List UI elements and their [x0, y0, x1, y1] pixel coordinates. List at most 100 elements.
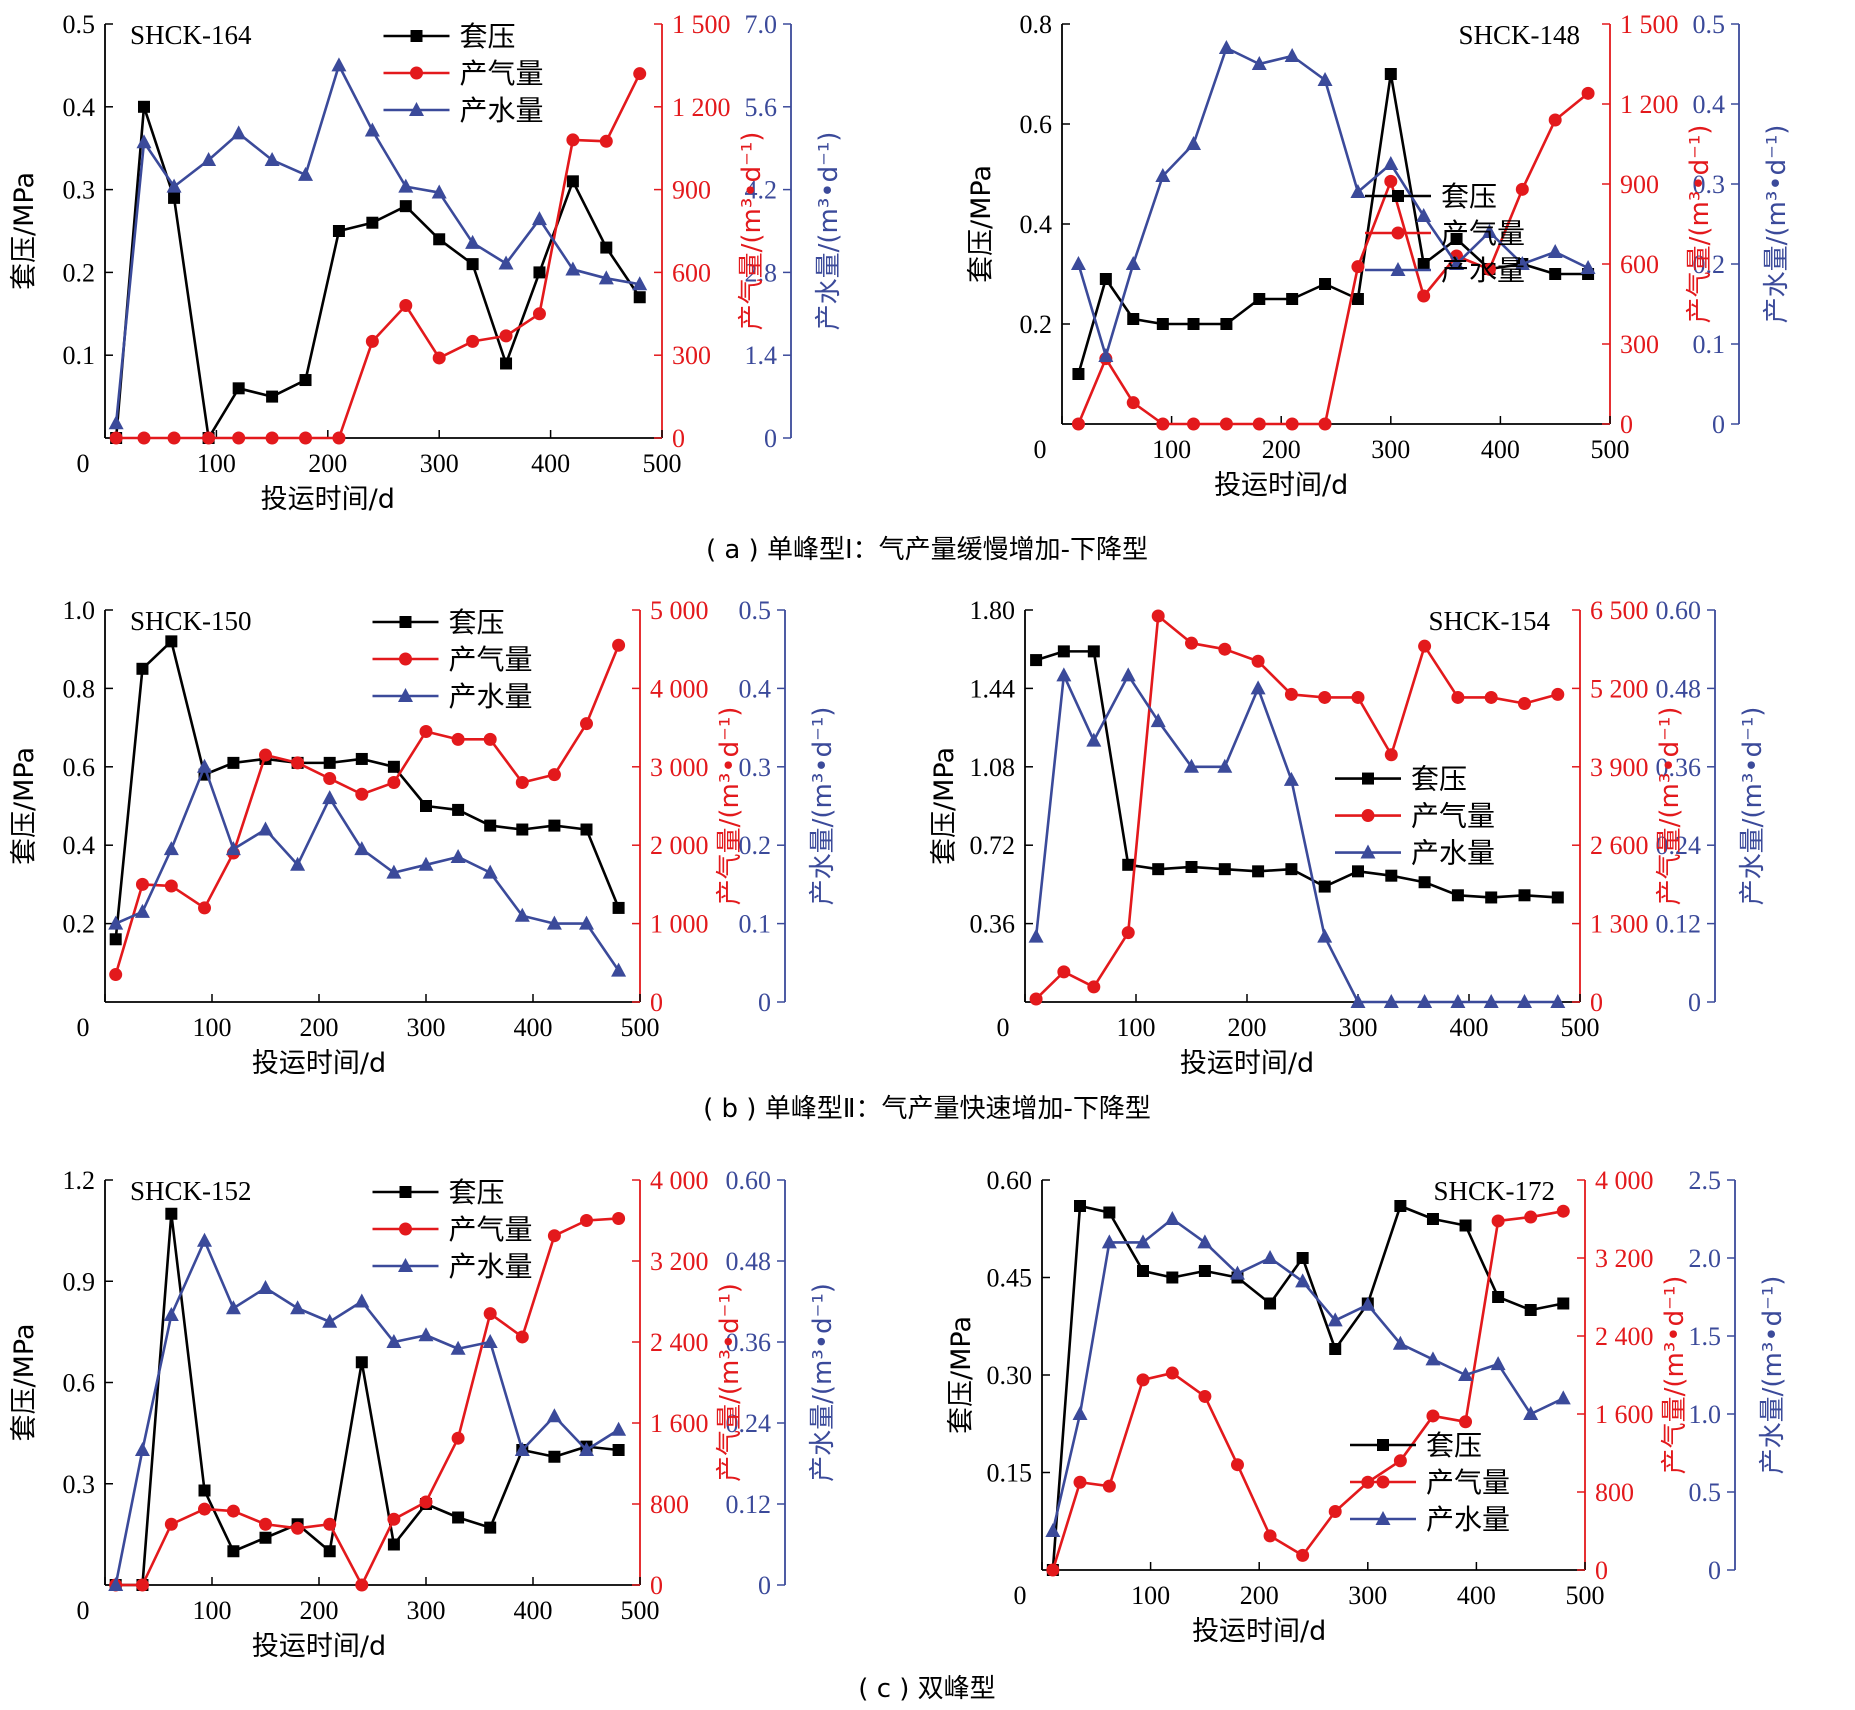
data-point-2 — [134, 1442, 150, 1456]
data-point-2 — [1251, 56, 1267, 70]
data-point-0 — [1220, 318, 1233, 330]
legend-label: 套压 — [449, 1176, 505, 1209]
data-point-2 — [1383, 994, 1399, 1008]
y2-tick-label: 1 500 — [672, 10, 731, 39]
data-point-0 — [227, 1545, 240, 1558]
data-point-0 — [1166, 1271, 1179, 1284]
x-tick-label: 100 — [1152, 435, 1191, 464]
y2-tick-label: 3 200 — [1595, 1244, 1654, 1273]
y2-tick-label: 5 000 — [650, 596, 709, 625]
data-point-0 — [1087, 645, 1100, 658]
data-point-1 — [1219, 417, 1233, 431]
y3-tick-label: 0 — [1712, 410, 1725, 439]
data-point-2 — [1101, 1234, 1117, 1249]
data-point-2 — [482, 864, 498, 879]
x-tick-label: 300 — [407, 1596, 446, 1625]
data-point-1 — [599, 134, 613, 148]
data-point-0 — [1187, 318, 1200, 330]
data-point-0 — [323, 756, 336, 769]
data-point-1 — [1351, 690, 1365, 704]
series-line-2 — [114, 64, 640, 424]
y3-tick-label: 0 — [764, 424, 777, 453]
data-point-1 — [1198, 1389, 1212, 1403]
data-point-0 — [466, 258, 479, 271]
data-point-1 — [466, 334, 480, 348]
data-point-1 — [1136, 1373, 1150, 1387]
data-point-0 — [452, 803, 465, 816]
data-point-0 — [1384, 68, 1397, 80]
y-tick-label: 0.8 — [1020, 10, 1053, 39]
legend-marker-1 — [1391, 226, 1405, 240]
legend-marker-1 — [1361, 809, 1375, 823]
y-tick-label: 0.2 — [63, 258, 96, 287]
y-tick-label: 1.0 — [63, 596, 96, 625]
data-point-2 — [398, 178, 414, 193]
data-point-0 — [1557, 1297, 1570, 1310]
data-point-0 — [484, 819, 497, 832]
data-point-1 — [198, 1502, 212, 1516]
data-point-2 — [354, 841, 370, 856]
data-point-1 — [299, 431, 313, 445]
y-tick-label: 0.9 — [63, 1267, 96, 1296]
data-point-1 — [1426, 1409, 1440, 1423]
y3-tick-label: 0.12 — [726, 1490, 772, 1519]
data-point-0 — [1459, 1219, 1472, 1232]
data-point-2 — [1417, 994, 1433, 1008]
data-point-1 — [291, 1521, 305, 1535]
y-axis-label: 套压/MPa — [9, 1323, 40, 1441]
y2-tick-label: 1 600 — [1595, 1400, 1654, 1429]
data-point-1 — [1418, 639, 1432, 653]
data-point-1 — [612, 638, 626, 652]
data-point-2 — [1523, 1406, 1539, 1420]
legend-marker-2 — [1375, 1511, 1391, 1525]
data-point-2 — [1317, 72, 1333, 86]
x-tick-label: 200 — [300, 1013, 339, 1042]
data-point-2 — [1555, 1390, 1571, 1405]
y-tick-label: 0.45 — [987, 1264, 1033, 1293]
data-point-0 — [484, 1521, 497, 1534]
legend-label: 产气量 — [460, 57, 544, 90]
data-point-1 — [1029, 992, 1043, 1006]
x-tick-label: 0 — [77, 449, 90, 478]
y2-tick-label: 1 500 — [1620, 10, 1679, 39]
y2-tick-label: 0 — [650, 1571, 663, 1600]
data-point-1 — [451, 732, 465, 746]
y2-tick-label: 1 300 — [1590, 910, 1649, 939]
data-point-1 — [566, 133, 580, 147]
y2-tick-label: 900 — [1620, 170, 1659, 199]
y-tick-label: 0.30 — [987, 1361, 1033, 1390]
data-point-1 — [547, 768, 561, 782]
data-point-2 — [290, 856, 306, 871]
data-point-2 — [1425, 1351, 1441, 1366]
x-axis-label: 投运时间/d — [252, 1631, 386, 1662]
chart-panel-3: 0 100 200 300 400 500 0.2 0.4 0.6 0.8 1.0 0 1 000 2 0… — [9, 596, 838, 1079]
y-tick-label: 0.6 — [1020, 110, 1053, 139]
data-point-0 — [266, 390, 279, 403]
data-point-0 — [1286, 293, 1299, 305]
data-point-2 — [1186, 136, 1202, 150]
y2-axis-label: 产气量/(m³•d⁻¹) — [715, 1283, 745, 1482]
y2-tick-label: 600 — [672, 258, 711, 287]
data-point-0 — [1394, 1200, 1407, 1212]
data-point-0 — [1551, 891, 1564, 904]
series-line-1 — [114, 644, 620, 975]
data-point-1 — [226, 1504, 240, 1518]
data-point-0 — [1285, 863, 1298, 876]
data-point-2 — [1056, 667, 1072, 682]
caption-a: ( a ) 单峰型Ⅰ：气产量缓慢增加-下降型 — [706, 535, 1148, 565]
data-point-1 — [612, 1211, 626, 1225]
data-point-2 — [565, 261, 581, 276]
data-point-1 — [355, 787, 369, 801]
data-point-1 — [1230, 1458, 1244, 1472]
legend-label: 套压 — [1411, 763, 1467, 796]
data-point-1 — [1351, 260, 1365, 274]
data-point-1 — [1187, 417, 1201, 431]
data-point-2 — [354, 1293, 370, 1308]
y-tick-label: 0.6 — [63, 1369, 96, 1398]
data-point-1 — [1073, 1475, 1087, 1489]
y3-tick-label: 0.1 — [739, 910, 772, 939]
data-point-0 — [1103, 1206, 1116, 1219]
data-point-2 — [598, 270, 614, 285]
data-point-1 — [432, 351, 446, 365]
